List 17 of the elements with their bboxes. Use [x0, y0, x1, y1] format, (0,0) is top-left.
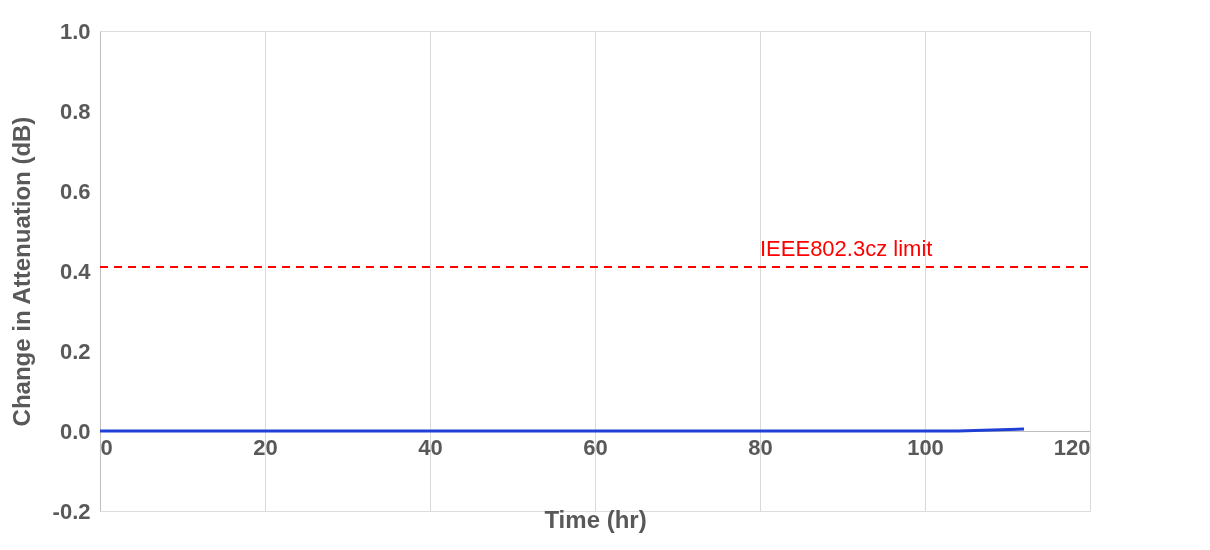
- x-tick-label: 100: [907, 434, 944, 460]
- y-tick-label: 0.4: [59, 258, 92, 284]
- x-tick-label: 120: [1053, 434, 1091, 460]
- y-tick-label: 1.0: [59, 18, 91, 44]
- x-axis-title: Time (hr): [544, 505, 647, 533]
- x-tick-label: 80: [748, 434, 773, 460]
- y-axis-title: Change in Attenuation (dB): [7, 116, 35, 427]
- y-tick-label: 0.8: [59, 98, 91, 124]
- x-tick-label: 40: [418, 434, 443, 460]
- x-tick-label: 20: [253, 434, 278, 460]
- y-tick-label: 0.0: [59, 418, 91, 444]
- x-tick-label: 60: [583, 434, 608, 460]
- x-tick-label: 0: [100, 434, 113, 460]
- y-tick-label: -0.2: [52, 498, 91, 524]
- y-tick-label: 0.2: [59, 338, 91, 364]
- ref-line-label: IEEE802.3cz limit: [760, 236, 933, 261]
- y-tick-label: 0.6: [59, 178, 91, 204]
